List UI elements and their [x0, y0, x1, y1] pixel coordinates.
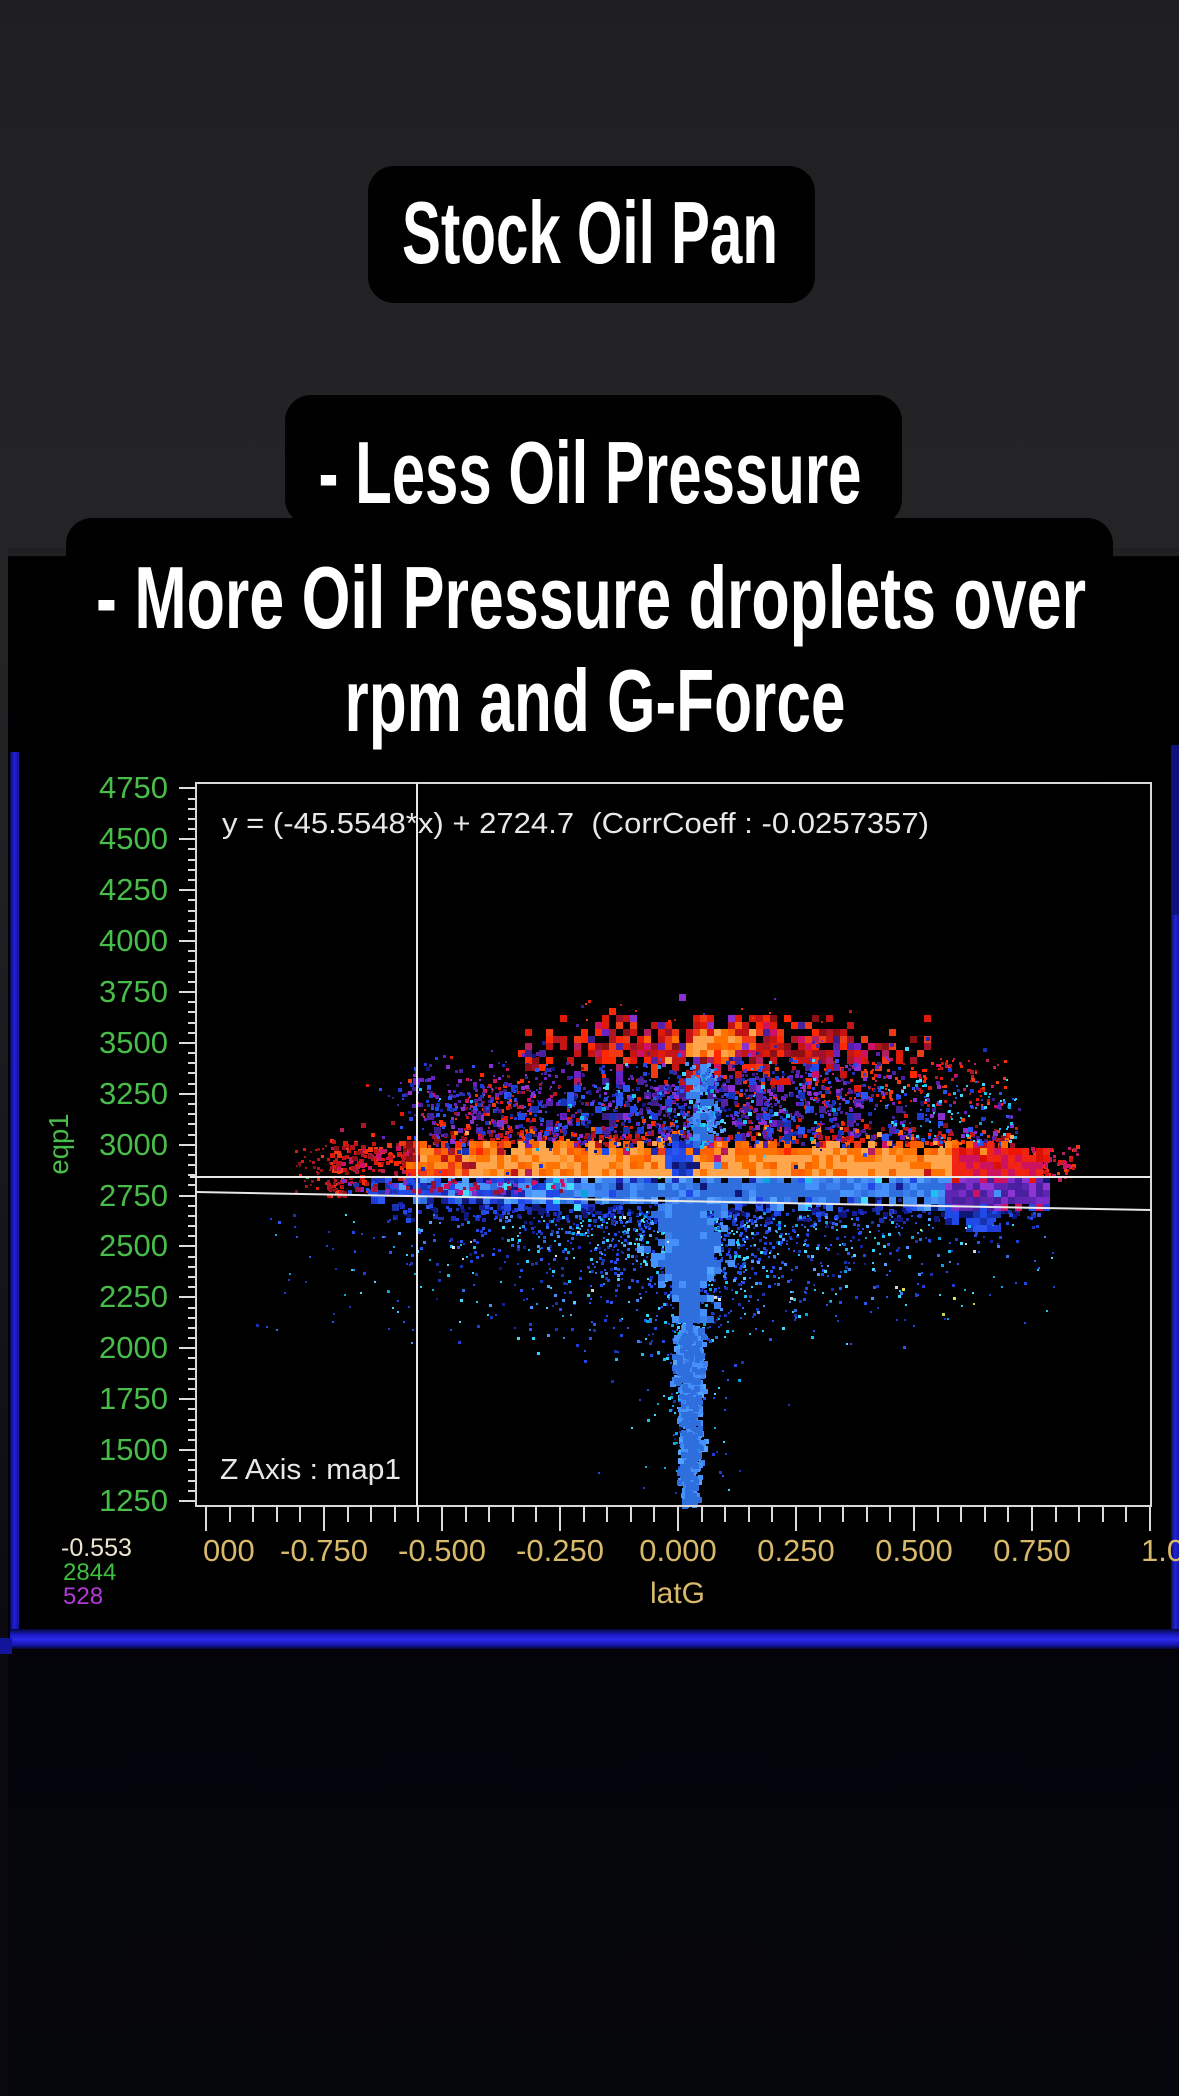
svg-text:2844: 2844: [63, 1559, 116, 1586]
svg-text:3250: 3250: [99, 1076, 168, 1111]
svg-text:y = (-45.5548*x) + 2724.7 (Co: y = (-45.5548*x) + 2724.7 (CorrCoeff : -…: [222, 808, 929, 840]
svg-text:- Less Oil Pressure: - Less Oil Pressure: [319, 423, 862, 522]
svg-text:2250: 2250: [99, 1279, 168, 1314]
svg-text:3500: 3500: [99, 1025, 168, 1060]
svg-text:0.500: 0.500: [875, 1533, 953, 1568]
svg-text:Z Axis : map1: Z Axis : map1: [220, 1454, 401, 1486]
svg-text:3000: 3000: [99, 1127, 168, 1162]
svg-text:0.250: 0.250: [757, 1533, 835, 1568]
svg-text:rpm and G-Force: rpm and G-Force: [345, 651, 846, 750]
svg-text:3750: 3750: [99, 974, 168, 1009]
svg-text:latG: latG: [650, 1577, 705, 1610]
svg-text:4250: 4250: [99, 872, 168, 907]
svg-text:2000: 2000: [99, 1330, 168, 1365]
svg-text:528: 528: [63, 1583, 103, 1610]
svg-text:4500: 4500: [99, 821, 168, 856]
svg-text:2500: 2500: [99, 1228, 168, 1263]
svg-text:1.0: 1.0: [1141, 1533, 1179, 1568]
svg-text:1250: 1250: [99, 1483, 168, 1518]
svg-text:- More Oil Pressure droplets o: - More Oil Pressure droplets over: [96, 548, 1086, 647]
svg-text:1500: 1500: [99, 1432, 168, 1467]
svg-text:0.750: 0.750: [993, 1533, 1071, 1568]
svg-text:-0.750: -0.750: [280, 1533, 368, 1568]
svg-text:4000: 4000: [99, 923, 168, 958]
svg-text:1750: 1750: [99, 1381, 168, 1416]
svg-text:0.000: 0.000: [639, 1533, 717, 1568]
svg-text:4750: 4750: [99, 770, 168, 805]
svg-text:-0.500: -0.500: [398, 1533, 486, 1568]
svg-text:-0.250: -0.250: [516, 1533, 604, 1568]
svg-text:000: 000: [203, 1533, 255, 1568]
svg-text:eqp1: eqp1: [43, 1113, 74, 1174]
svg-text:Stock Oil Pan: Stock Oil Pan: [402, 183, 778, 282]
svg-text:2750: 2750: [99, 1178, 168, 1213]
svg-text:-0.553: -0.553: [61, 1534, 132, 1562]
